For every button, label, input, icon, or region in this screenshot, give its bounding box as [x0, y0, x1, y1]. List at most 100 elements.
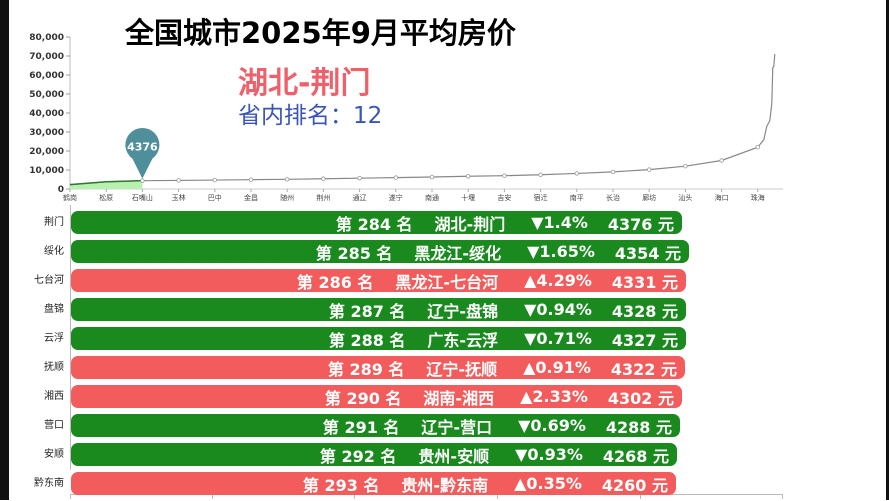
highlight-line [69, 179, 143, 186]
y-tick-label: 0 [58, 185, 64, 195]
data-point [683, 163, 688, 169]
bar-row: 七台河 第 286 名 黑龙江-七台河 ▲4.29% 4331 元 [0, 269, 889, 298]
bar: 第 286 名 黑龙江-七台河 ▲4.29% 4331 元 [71, 269, 686, 292]
x-tick-label: 海口 [715, 193, 729, 202]
data-point [393, 175, 398, 180]
right-border [886, 0, 889, 500]
bar-price: 4322 元 [610, 359, 677, 379]
x-tick-label: 长治 [606, 193, 620, 202]
bar-price: 4288 元 [605, 417, 672, 437]
x-tick-label: 松原 [99, 193, 113, 202]
x-tick-label: 南通 [425, 193, 439, 202]
bar-change: ▼0.94% [524, 300, 592, 319]
x-tick-label: 随州 [280, 193, 294, 202]
bar-price: 4302 元 [607, 388, 674, 408]
bar-region: 辽宁-抚顺 [426, 359, 498, 379]
bar: 第 289 名 辽宁-抚顺 ▲0.91% 4322 元 [71, 356, 685, 379]
chart-title: 全国城市2025年9月平均房价 [125, 16, 516, 50]
bar-rank: 第 285 名 [315, 243, 393, 263]
data-point [176, 178, 181, 183]
bar-change: ▼0.69% [518, 416, 586, 435]
y-tick-label: 40,000 [29, 109, 64, 119]
y-tick-label: 50,000 [29, 90, 64, 100]
bar-rank: 第 292 名 [319, 446, 397, 466]
bar-row: 荆门 第 284 名 湖北-荆门 ▼1.4% 4376 元 [0, 211, 889, 240]
bar: 第 293 名 贵州-黔东南 ▲0.35% 4260 元 [71, 472, 676, 495]
x-tick-label: 鹤岗 [63, 193, 77, 202]
bar-rank: 第 286 名 [296, 272, 374, 292]
x-tick-label: 廊坊 [642, 193, 656, 202]
bar-row: 云浮 第 288 名 广东-云浮 ▼0.71% 4327 元 [0, 327, 889, 356]
bar: 第 287 名 辽宁-盘锦 ▼0.94% 4328 元 [71, 298, 686, 321]
bar: 第 285 名 黑龙江-绥化 ▼1.65% 4354 元 [71, 240, 689, 263]
bar-rank: 第 284 名 [336, 214, 413, 234]
x-tick-label: 玉林 [172, 193, 186, 202]
bar-region: 湖南-湘西 [423, 388, 495, 408]
bar-region: 黑龙江-绥化 [414, 243, 502, 263]
bar-price: 4328 元 [611, 301, 678, 321]
bar-rank: 第 290 名 [324, 388, 402, 408]
data-point [285, 177, 290, 182]
x-axis-tick [212, 494, 213, 499]
x-axis-tick [640, 494, 641, 499]
x-tick-label: 金昌 [244, 193, 258, 202]
bar-price: 4268 元 [602, 446, 669, 466]
bar-price: 4331 元 [611, 272, 678, 292]
data-point [574, 171, 579, 176]
highlight-city: 湖北-荆门 [238, 66, 371, 101]
bar: 第 292 名 贵州-安顺 ▼0.93% 4268 元 [71, 443, 677, 466]
data-point [755, 144, 760, 150]
x-tick-label: 巴中 [208, 193, 222, 202]
bar-row: 黔东南 第 293 名 贵州-黔东南 ▲0.35% 4260 元 [0, 472, 889, 501]
bar-rank: 第 289 名 [327, 359, 405, 379]
x-tick-label: 石嘴山 [132, 193, 153, 202]
bar-chart-y-axis [70, 205, 71, 470]
data-point [212, 177, 217, 183]
x-axis-tick [354, 494, 355, 499]
x-axis-tick [782, 494, 783, 499]
bar-price: 4376 元 [607, 214, 674, 234]
bar-rank: 第 293 名 [302, 475, 380, 495]
bar-category-label: 盘锦 [44, 304, 64, 315]
x-axis-tick [497, 494, 498, 499]
bar-change: ▲0.35% [514, 474, 582, 493]
data-point [647, 167, 652, 172]
x-tick-label: 汕头 [678, 193, 692, 202]
x-tick-label: 吉安 [497, 193, 511, 202]
province-rank: 省内排名：12 [238, 96, 382, 130]
bar-category-label: 七台河 [34, 275, 64, 286]
x-tick-label: 通辽 [353, 193, 367, 202]
bar-change: ▲4.29% [524, 271, 592, 290]
bar-price: 4354 元 [614, 243, 681, 263]
x-tick-label: 遂宁 [389, 193, 403, 202]
x-tick-label: 宿迁 [534, 193, 548, 202]
price-line-chart: 0 10,000 20,000 30,000 40,000 50,000 60,000 70,… [29, 33, 783, 202]
bar: 第 284 名 湖北-荆门 ▼1.4% 4376 元 [71, 211, 682, 234]
data-point [140, 178, 145, 183]
y-tick-label: 10,000 [29, 166, 64, 176]
bar-price: 4327 元 [611, 330, 678, 350]
province-rank-value: 12 [353, 103, 383, 129]
bar-rank: 第 291 名 [322, 417, 400, 437]
province-rank-label: 省内排名： [238, 103, 353, 129]
pin-marker-icon: 4376 [125, 127, 160, 179]
ranking-bar-chart: 荆门 第 284 名 湖北-荆门 ▼1.4% 4376 元 绥化 第 285 名… [0, 208, 889, 495]
data-point [321, 176, 326, 181]
bar-row: 营口 第 291 名 辽宁-营口 ▼0.69% 4288 元 [0, 414, 889, 443]
bar-region: 广东-云浮 [427, 330, 499, 350]
bar-change: ▲2.33% [520, 387, 588, 406]
bar-row: 安顺 第 292 名 贵州-安顺 ▼0.93% 4268 元 [0, 443, 889, 472]
bar-region: 贵州-安顺 [418, 446, 490, 466]
price-line [69, 54, 776, 186]
bar-category-label: 荆门 [44, 217, 64, 228]
bar-region: 贵州-黔东南 [401, 475, 489, 495]
bar-change: ▼1.65% [527, 242, 595, 261]
y-tick-label: 20,000 [29, 147, 64, 157]
bar-row: 绥化 第 285 名 黑龙江-绥化 ▼1.65% 4354 元 [0, 240, 889, 269]
bar-category-label: 安顺 [44, 449, 64, 460]
bar-change: ▲0.91% [523, 358, 591, 377]
x-tick-label: 南平 [570, 193, 584, 202]
data-point [502, 173, 507, 178]
data-point [357, 175, 362, 181]
x-axis-tick [70, 494, 71, 499]
